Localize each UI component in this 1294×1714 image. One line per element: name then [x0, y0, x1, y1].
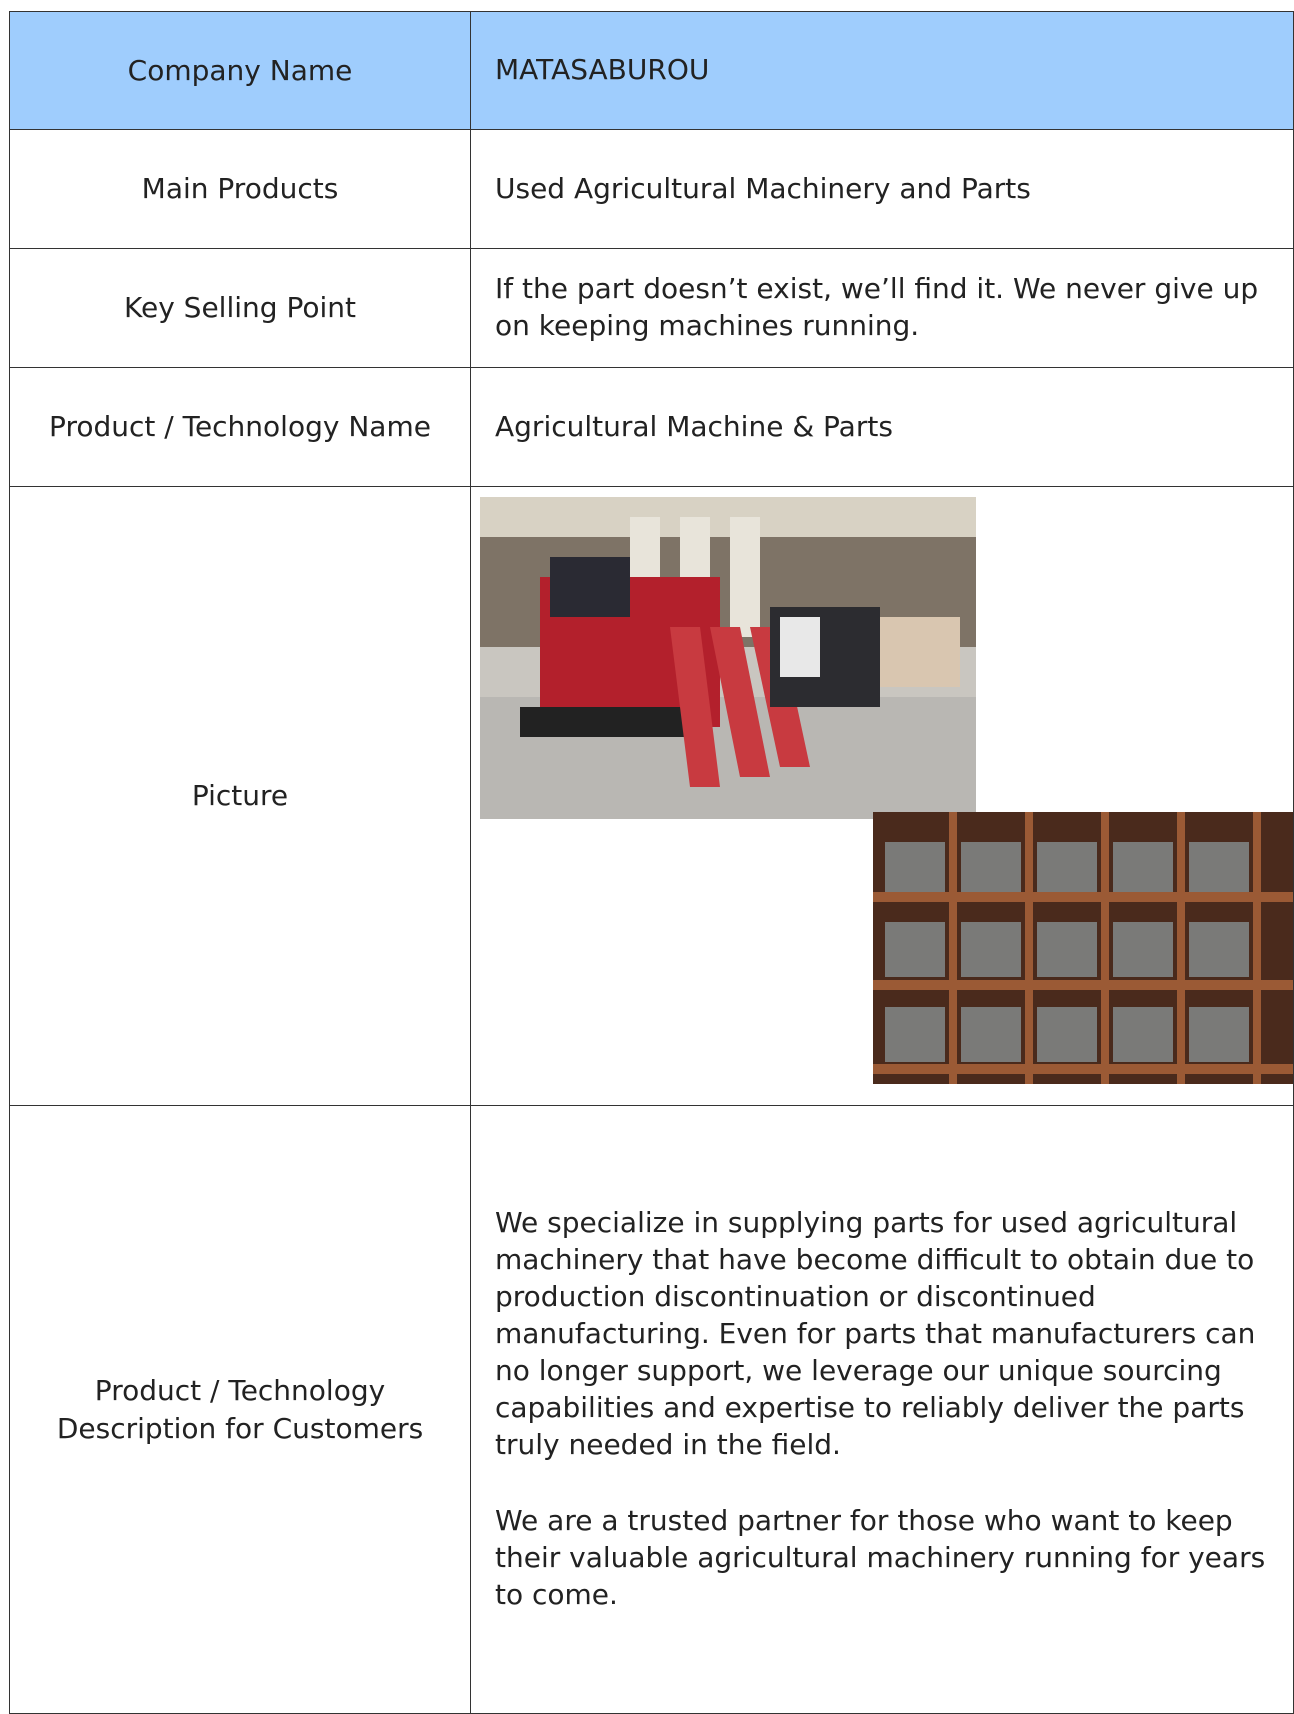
- row-label: Main Products: [9, 129, 471, 249]
- paragraph: We specialize in supplying parts for use…: [495, 1206, 1256, 1461]
- machine-photo: [480, 497, 976, 819]
- row: Company Name MATASABUROU: [9, 11, 1294, 130]
- company-table: Company Name MATASABUROU Main Products U…: [9, 11, 1294, 1714]
- row-value: If the part doesn’t exist, we’ll find it…: [470, 248, 1294, 368]
- row-value: Agricultural Machine & Parts: [470, 367, 1294, 487]
- row: Key Selling Point If the part doesn’t ex…: [9, 248, 1294, 368]
- row-value: Used Agricultural Machinery and Parts: [470, 129, 1294, 249]
- parts-photo: [873, 812, 1293, 1084]
- row: Main Products Used Agricultural Machiner…: [9, 129, 1294, 249]
- row-value: MATASABUROU: [470, 11, 1294, 130]
- row-value: [470, 486, 1294, 1106]
- row-label: Product / Technology Description for Cus…: [9, 1105, 471, 1714]
- row-label: Picture: [9, 486, 471, 1106]
- row-value: We specialize in supplying parts for use…: [470, 1105, 1294, 1714]
- row: Product / Technology Description for Cus…: [9, 1105, 1294, 1714]
- pictures: [471, 487, 1293, 1105]
- row-label: Product / Technology Name: [9, 367, 471, 487]
- row: Picture: [9, 486, 1294, 1106]
- row: Product / Technology Name Agricultural M…: [9, 367, 1294, 487]
- paragraph: We are a trusted partner for those who w…: [495, 1503, 1266, 1611]
- row-label: Company Name: [9, 11, 471, 130]
- row-label: Key Selling Point: [9, 248, 471, 368]
